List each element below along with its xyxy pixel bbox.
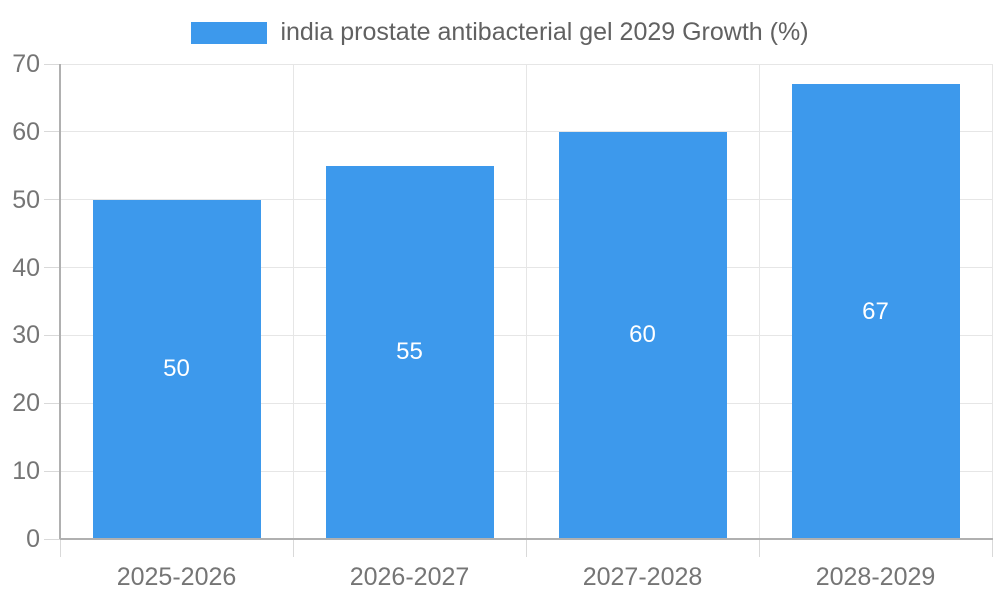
bar-value-label: 60 xyxy=(629,321,656,349)
bar-value-label: 67 xyxy=(862,297,889,325)
gridline-vertical xyxy=(991,64,993,539)
y-tick-label: 50 xyxy=(12,185,40,214)
y-tick-label: 30 xyxy=(12,321,40,350)
x-tick-label: 2025-2026 xyxy=(116,563,237,591)
x-tick-label: 2027-2028 xyxy=(582,563,703,591)
gridline-vertical xyxy=(525,64,527,539)
x-tick xyxy=(292,539,294,557)
y-tick-label: 20 xyxy=(12,389,40,418)
y-tick-label: 40 xyxy=(12,253,40,282)
bar-value-label: 50 xyxy=(163,355,190,383)
y-tick-label: 60 xyxy=(12,117,40,146)
bar[interactable]: 50 xyxy=(92,199,261,538)
bar-value-label: 55 xyxy=(396,338,423,366)
x-tick xyxy=(991,539,993,557)
x-tick xyxy=(525,539,527,557)
y-tick xyxy=(44,131,60,133)
bar[interactable]: 67 xyxy=(791,84,960,538)
x-axis-line xyxy=(60,538,993,540)
bar[interactable]: 55 xyxy=(325,165,494,538)
x-tick-label: 2026-2027 xyxy=(349,563,470,591)
y-tick xyxy=(44,538,60,540)
chart-legend: india prostate antibacterial gel 2029 Gr… xyxy=(0,18,1000,47)
gridline-vertical xyxy=(292,64,294,539)
y-tick xyxy=(44,267,60,269)
y-tick xyxy=(44,199,60,201)
bar[interactable]: 60 xyxy=(558,131,727,538)
y-axis-line xyxy=(59,64,61,539)
gridline-vertical xyxy=(758,64,760,539)
legend-label: india prostate antibacterial gel 2029 Gr… xyxy=(280,18,809,46)
legend-swatch xyxy=(191,21,268,44)
y-tick xyxy=(44,470,60,472)
y-tick xyxy=(44,402,60,404)
x-tick-label: 2028-2029 xyxy=(815,563,936,591)
y-tick-label: 70 xyxy=(12,50,40,78)
x-tick xyxy=(758,539,760,557)
y-tick-label: 0 xyxy=(26,525,40,553)
y-tick xyxy=(44,63,60,65)
y-tick-label: 10 xyxy=(12,457,40,486)
y-tick xyxy=(44,334,60,336)
x-tick xyxy=(59,539,61,557)
